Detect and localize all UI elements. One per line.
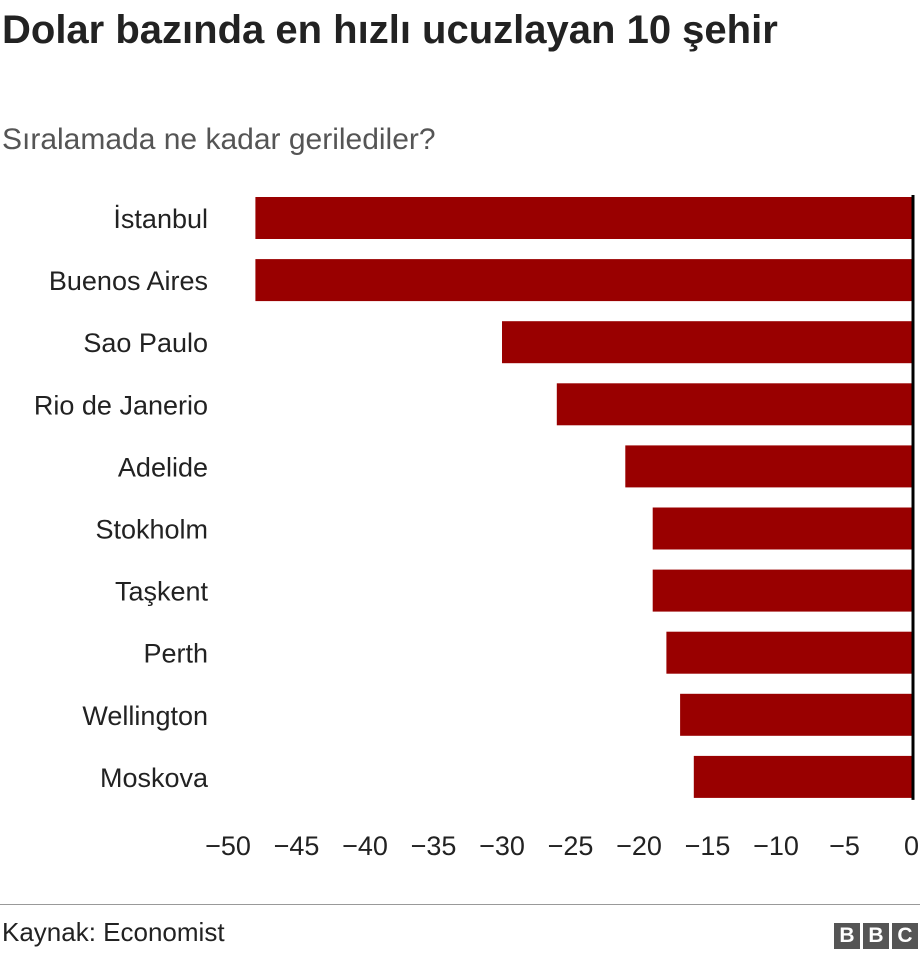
category-label-4: Adelide bbox=[118, 452, 208, 482]
bar-4 bbox=[625, 445, 913, 488]
category-labels: İstanbul Buenos Aires Sao Paulo Rio de Jane… bbox=[34, 203, 209, 793]
footer-divider bbox=[0, 904, 920, 905]
bbc-logo-letter-3: C bbox=[892, 923, 918, 949]
x-tick-label-3: −35 bbox=[411, 831, 457, 861]
category-label-5: Stokholm bbox=[95, 515, 208, 545]
bbc-logo-letter-1: B bbox=[834, 923, 860, 949]
x-tick-label-4: −30 bbox=[479, 831, 525, 861]
bar-7 bbox=[666, 631, 913, 674]
category-label-1: Buenos Aires bbox=[49, 266, 208, 296]
x-tick-labels: −50 −45 −40 −35 −30 −25 −20 −15 −10 −5 0 bbox=[205, 831, 919, 861]
bar-9 bbox=[693, 755, 913, 798]
bbc-logo-letter-2: B bbox=[863, 923, 889, 949]
bbc-logo: B B C bbox=[834, 923, 918, 949]
bar-0 bbox=[255, 197, 913, 239]
bar-3 bbox=[556, 383, 913, 426]
category-label-3: Rio de Janerio bbox=[34, 390, 208, 420]
x-tick-label-6: −20 bbox=[616, 831, 662, 861]
bar-chart: İstanbul Buenos Aires Sao Paulo Rio de Jane… bbox=[34, 195, 919, 861]
bar-6 bbox=[652, 569, 913, 612]
x-tick-label-5: −25 bbox=[548, 831, 594, 861]
bar-8 bbox=[680, 693, 913, 736]
bar-2 bbox=[502, 321, 913, 364]
bar-5 bbox=[652, 507, 913, 550]
x-tick-label-2: −40 bbox=[342, 831, 388, 861]
category-label-7: Perth bbox=[143, 639, 208, 669]
x-tick-label-8: −10 bbox=[753, 831, 799, 861]
category-label-6: Taşkent bbox=[115, 577, 209, 607]
x-tick-label-9: −5 bbox=[829, 831, 860, 861]
x-tick-label-0: −50 bbox=[205, 831, 251, 861]
x-tick-label-10: 0 bbox=[904, 831, 919, 861]
x-tick-label-1: −45 bbox=[274, 831, 320, 861]
chart-subtitle: Sıralamada ne kadar gerilediler? bbox=[2, 123, 436, 156]
chart-title: Dolar bazında en hızlı ucuzlayan 10 şehi… bbox=[2, 8, 778, 52]
category-label-0: İstanbul bbox=[113, 203, 208, 234]
bars-group bbox=[255, 197, 913, 798]
bar-1 bbox=[255, 259, 913, 302]
category-label-9: Moskova bbox=[100, 763, 209, 793]
category-label-8: Wellington bbox=[82, 701, 208, 731]
x-tick-label-7: −15 bbox=[685, 831, 731, 861]
category-label-2: Sao Paulo bbox=[83, 328, 208, 358]
source-note: Kaynak: Economist bbox=[2, 917, 225, 947]
